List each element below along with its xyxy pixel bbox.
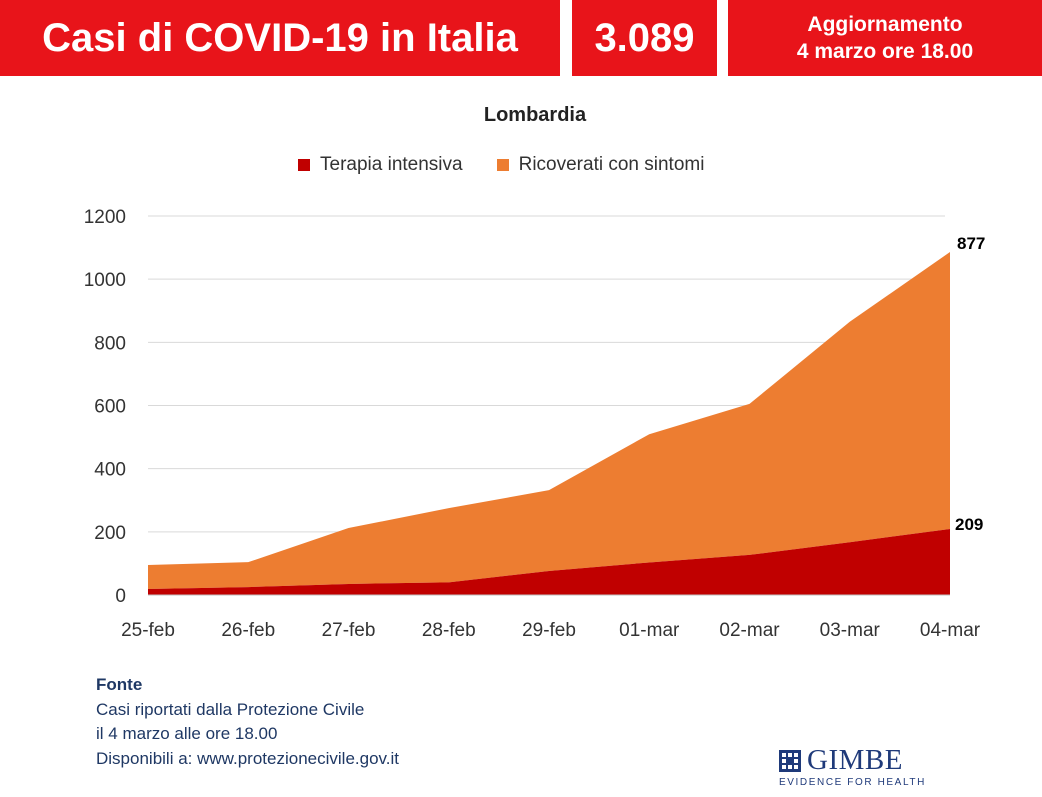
x-tick-label: 29-feb bbox=[522, 620, 576, 641]
y-tick-label: 600 bbox=[94, 397, 126, 418]
chart-legend: Terapia intensiva Ricoverati con sintomi bbox=[298, 154, 738, 176]
gimbe-logo: GIMBE EVIDENCE FOR HEALTH bbox=[779, 744, 929, 788]
total-cases-count: 3.089 bbox=[572, 0, 717, 76]
y-tick-label: 1200 bbox=[84, 207, 126, 228]
x-tick-label: 26-feb bbox=[221, 620, 275, 641]
x-tick-label: 01-mar bbox=[619, 620, 680, 641]
source-line-3: Disponibili a: www.protezionecivile.gov.… bbox=[96, 748, 399, 768]
legend-item-ricoverati: Ricoverati con sintomi bbox=[496, 154, 705, 176]
data-label-ricoverati: 877 bbox=[957, 234, 985, 253]
y-tick-label: 400 bbox=[94, 460, 126, 481]
legend-item-terapia: Terapia intensiva bbox=[298, 154, 463, 176]
y-tick-label: 200 bbox=[94, 523, 126, 544]
legend-label-ricoverati: Ricoverati con sintomi bbox=[518, 154, 705, 175]
page-title: Casi di COVID-19 in Italia bbox=[0, 0, 560, 76]
legend-swatch-ricoverati bbox=[496, 159, 509, 171]
logo-name: GIMBE bbox=[807, 744, 903, 776]
source-line-2: il 4 marzo alle ore 18.00 bbox=[96, 724, 278, 743]
y-tick-label: 0 bbox=[115, 586, 126, 607]
x-tick-label: 27-feb bbox=[322, 620, 376, 641]
update-datetime: 4 marzo ore 18.00 bbox=[796, 40, 974, 63]
area-ricoverati bbox=[148, 252, 950, 589]
source-heading: Fonte bbox=[96, 675, 143, 694]
update-info: Aggiornamento 4 marzo ore 18.00 bbox=[728, 0, 1042, 76]
x-tick-label: 02-mar bbox=[719, 620, 780, 641]
update-label: Aggiornamento bbox=[807, 12, 963, 36]
x-tick-label: 28-feb bbox=[422, 620, 476, 641]
data-label-terapia: 209 bbox=[955, 515, 983, 534]
area-terapia bbox=[148, 528, 950, 595]
source-note: Fonte Casi riportati dalla Protezione Ci… bbox=[96, 673, 399, 771]
logo-tagline: EVIDENCE FOR HEALTH bbox=[779, 777, 926, 788]
x-tick-label: 04-mar bbox=[920, 620, 981, 641]
grid-logo-icon bbox=[779, 749, 801, 772]
source-line-1: Casi riportati dalla Protezione Civile bbox=[96, 699, 365, 719]
chart-title: Lombardia bbox=[483, 104, 587, 126]
y-tick-label: 1000 bbox=[84, 270, 126, 291]
legend-label-terapia: Terapia intensiva bbox=[320, 154, 463, 175]
legend-swatch-terapia bbox=[298, 159, 310, 171]
x-tick-label: 03-mar bbox=[820, 620, 881, 641]
x-tick-label: 25-feb bbox=[121, 620, 175, 641]
area-chart: 0 200 400 600 800 1000 1200 25-feb 26-feb 27-feb 2… bbox=[84, 207, 986, 641]
y-tick-label: 800 bbox=[94, 333, 126, 354]
